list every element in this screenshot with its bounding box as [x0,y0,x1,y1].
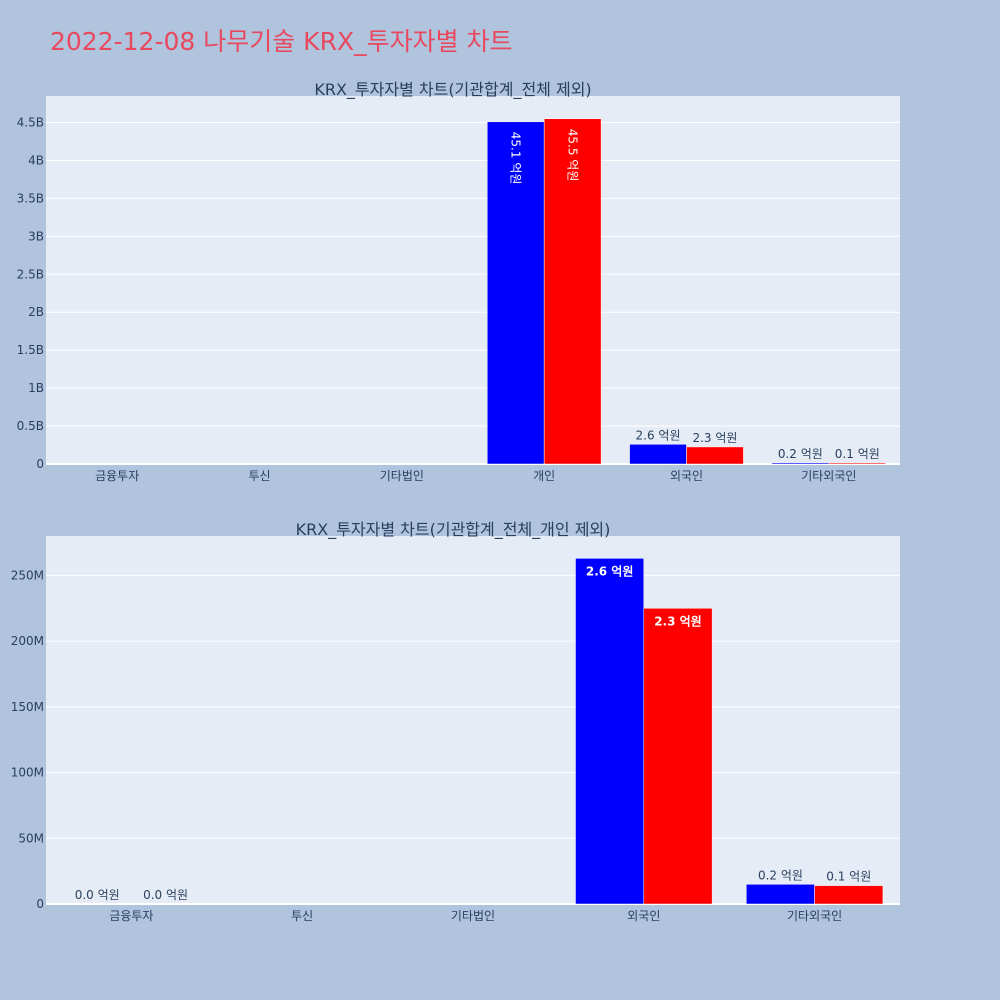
y-tick-label: 150M [11,700,44,714]
data-label: 0.2 억원 [758,868,803,882]
x-tick-label: 금융투자 [109,909,153,923]
y-tick-label: 2B [28,305,44,319]
x-tick-label: 투신 [248,469,270,483]
y-tick-label: 250M [11,568,44,582]
x-tick-label: 기타법인 [380,469,424,483]
bar-기타외국인-s1 [746,884,815,905]
data-label: 2.3 억원 [692,431,737,445]
data-label: 0.2 억원 [778,447,823,461]
y-tick-label: 1B [28,381,44,395]
bar-외국인-s2 [643,608,713,905]
y-tick-label: 100M [11,766,44,780]
x-tick-label: 투신 [291,909,313,923]
data-label: 2.6 억원 [636,428,681,442]
x-tick-label: 개인 [533,469,555,483]
x-tick-label: 외국인 [627,909,660,923]
data-label: 0.1 억원 [826,870,871,884]
y-tick-label: 4.5B [17,116,44,130]
y-tick-label: 3.5B [17,191,44,205]
data-label: 2.3 억원 [654,614,702,628]
x-tick-label: 외국인 [670,469,703,483]
x-tick-label: 기타외국인 [787,909,842,923]
bar-기타외국인-s2 [828,462,887,465]
data-label: 0.1 억원 [835,447,880,461]
bar-개인-s1 [486,121,545,465]
bar-기타외국인-s1 [771,462,830,465]
data-label: 2.6 억원 [586,564,634,578]
bar-외국인-s1 [575,558,645,905]
data-label: 45.1 억원 [509,132,523,185]
y-tick-label: 0 [36,457,44,471]
plot-area [46,536,900,904]
chart-investor-incl-individual: KRX_투자자별 차트(기관합계_전체 제외) 0 0.5B 1B 1.5B 2B 2.5B… [17,80,900,483]
data-label: 0.0 억원 [143,888,188,902]
chart-investor-excl-individual: KRX_투자자별 차트(기관합계_전체_개인 제외) 0 50M 100M 150M 20… [11,520,900,923]
y-tick-label: 3B [28,229,44,243]
bar-개인-s2 [543,118,602,465]
bar-외국인-s2 [686,446,744,465]
chart-title: KRX_투자자별 차트(기관합계_전체_개인 제외) [296,520,611,540]
data-label: 45.5 억원 [566,129,580,182]
y-tick-label: 1.5B [17,343,44,357]
y-tick-label: 200M [11,634,44,648]
chart-title: KRX_투자자별 차트(기관합계_전체 제외) [314,80,591,100]
bar-기타외국인-s2 [814,885,884,905]
data-label: 0.0 억원 [75,888,120,902]
x-tick-label: 기타외국인 [801,469,856,483]
y-tick-label: 2.5B [17,267,44,281]
y-tick-label: 4B [28,153,44,167]
y-tick-label: 0.5B [17,419,44,433]
x-tick-label: 금융투자 [95,469,139,483]
plot-area [46,96,900,464]
x-tick-label: 기타법인 [451,909,495,923]
y-tick-label: 0 [36,897,44,911]
y-tick-label: 50M [18,831,44,845]
page-title: 2022-12-08 나무기술 KRX_투자자별 차트 [50,27,513,56]
bar-외국인-s1 [629,444,687,465]
